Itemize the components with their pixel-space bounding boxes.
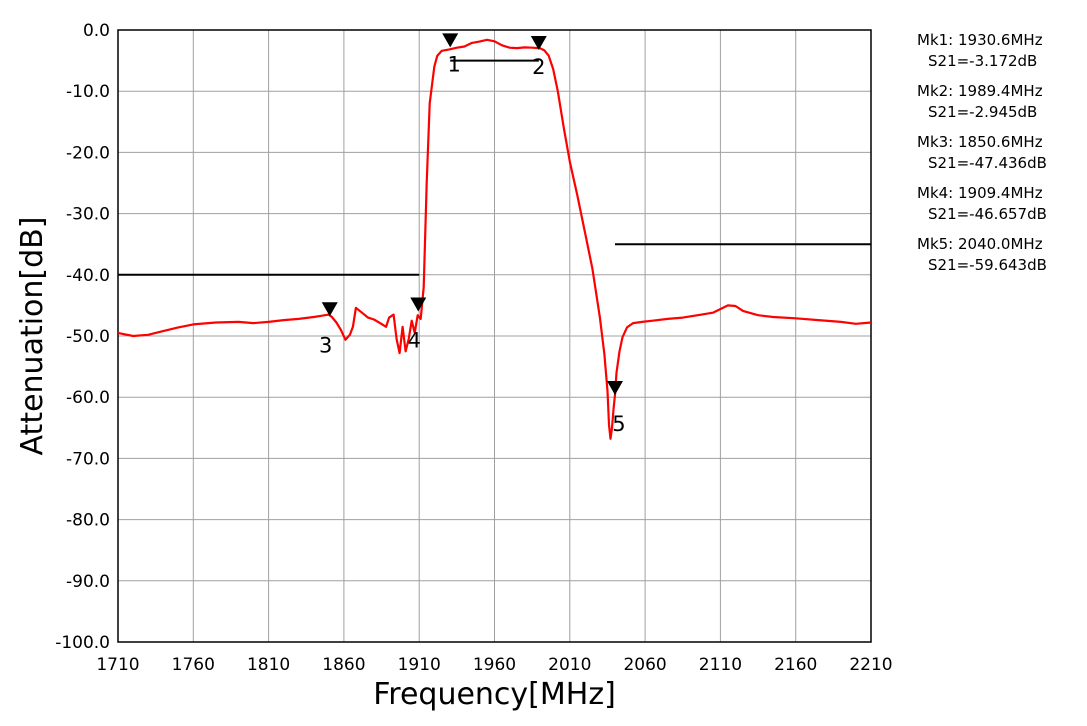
x-tick-label: 1860 <box>322 655 365 675</box>
plot-area <box>117 29 872 643</box>
marker-readout: Mk4: 1909.4MHz S21=-46.657dB <box>917 183 1083 225</box>
marker-s21-value: S21=-59.643dB <box>928 256 1047 274</box>
marker-readout: Mk2: 1989.4MHz S21=-2.945dB <box>917 81 1083 123</box>
y-tick-label: -20.0 <box>66 143 110 163</box>
marker-4-triangle <box>410 297 427 312</box>
spec-limit-lines <box>118 59 871 276</box>
marker-frequency: Mk3: 1850.6MHz <box>917 133 1043 151</box>
x-axis-title: Frequency[MHz] <box>373 677 616 712</box>
x-tick-label: 2060 <box>623 655 666 675</box>
marker-5-label: 5 <box>612 412 625 436</box>
marker-readout: Mk5: 2040.0MHz S21=-59.643dB <box>917 234 1083 276</box>
y-tick-label: -60.0 <box>66 388 110 408</box>
x-tick-labels: 1710 1760 1810 1860 1910 1960 2010 2060 2110 2160… <box>96 655 892 675</box>
x-tick-label: 2160 <box>774 655 817 675</box>
marker-s21-value: S21=-2.945dB <box>928 103 1038 121</box>
x-tick-label: 1760 <box>172 655 215 675</box>
y-tick-label: -50.0 <box>66 327 110 347</box>
y-tick-label: 0.0 <box>83 21 110 41</box>
marker-readout-panel: Mk1: 1930.6MHz S21=-3.172dB Mk2: 1989.4M… <box>917 30 1083 285</box>
marker-frequency: Mk5: 2040.0MHz <box>917 235 1043 253</box>
s21-trace <box>117 38 872 440</box>
marker-2-label: 2 <box>532 55 545 79</box>
y-tick-label: -90.0 <box>66 572 110 592</box>
x-tick-label: 1710 <box>96 655 139 675</box>
x-tick-label: 1810 <box>247 655 290 675</box>
y-tick-label: -70.0 <box>66 449 110 469</box>
y-tick-label: -40.0 <box>66 266 110 286</box>
y-tick-label: -10.0 <box>66 82 110 102</box>
marker-s21-value: S21=-46.657dB <box>928 205 1047 223</box>
marker-frequency: Mk4: 1909.4MHz <box>917 184 1043 202</box>
marker-3-triangle <box>321 302 338 317</box>
marker-s21-value: S21=-47.436dB <box>928 154 1047 172</box>
x-tick-label: 1910 <box>398 655 441 675</box>
marker-5-triangle <box>606 381 623 396</box>
marker-4-label: 4 <box>408 329 421 353</box>
markers: 1 2 3 4 5 <box>319 33 626 436</box>
marker-1-triangle <box>442 33 459 48</box>
y-tick-label: -100.0 <box>55 633 110 653</box>
y-tick-labels: 0.0 -10.0 -20.0 -30.0 -40.0 -50.0 -60.0 -70.0 -8… <box>55 21 110 653</box>
y-tick-label: -80.0 <box>66 511 110 531</box>
marker-s21-value: S21=-3.172dB <box>928 52 1038 70</box>
x-tick-label: 2210 <box>849 655 892 675</box>
x-tick-label: 2110 <box>699 655 742 675</box>
marker-frequency: Mk1: 1930.6MHz <box>917 31 1043 49</box>
marker-3-label: 3 <box>319 333 332 357</box>
y-tick-label: -30.0 <box>66 205 110 225</box>
grid-lines <box>117 29 872 643</box>
marker-frequency: Mk2: 1989.4MHz <box>917 82 1043 100</box>
marker-readout: Mk1: 1930.6MHz S21=-3.172dB <box>917 30 1083 72</box>
x-tick-label: 1960 <box>473 655 516 675</box>
marker-2-triangle <box>530 36 547 51</box>
marker-1-label: 1 <box>448 52 461 76</box>
marker-readout: Mk3: 1850.6MHz S21=-47.436dB <box>917 132 1083 174</box>
y-axis-title: Attenuation[dB] <box>15 217 50 456</box>
x-tick-label: 2010 <box>548 655 591 675</box>
series-line <box>117 38 872 440</box>
